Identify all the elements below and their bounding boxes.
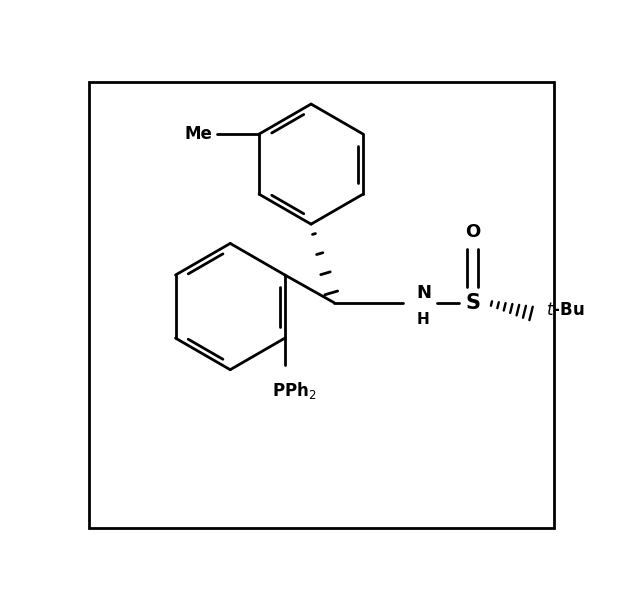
- Text: $t$-Bu: $t$-Bu: [546, 301, 585, 319]
- Text: Me: Me: [184, 125, 212, 143]
- Text: N: N: [416, 284, 431, 303]
- Text: H: H: [416, 312, 430, 327]
- Text: O: O: [465, 223, 480, 241]
- Text: S: S: [465, 293, 480, 313]
- Text: PPh$_2$: PPh$_2$: [272, 381, 317, 402]
